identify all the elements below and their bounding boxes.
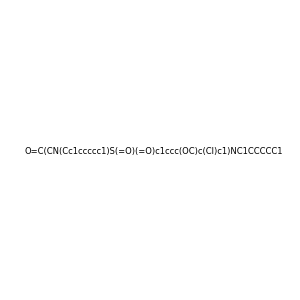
Text: O=C(CN(Cc1ccccc1)S(=O)(=O)c1ccc(OC)c(Cl)c1)NC1CCCCC1: O=C(CN(Cc1ccccc1)S(=O)(=O)c1ccc(OC)c(Cl)…: [25, 147, 283, 156]
